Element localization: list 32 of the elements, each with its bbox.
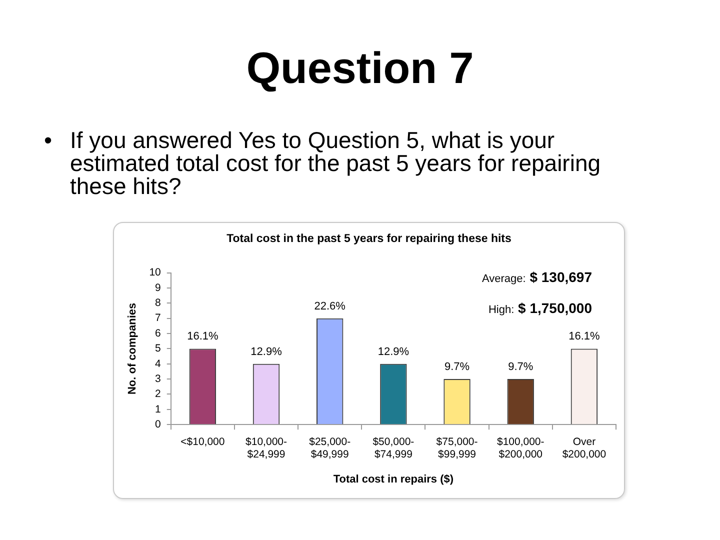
chart-title: Total cost in the past 5 years for repairing these hits — [226, 233, 512, 246]
y-tick-label: 2 — [155, 388, 162, 400]
y-tick-label: 7 — [155, 312, 162, 324]
x-tick-label: $75,000-$99,999 — [436, 436, 478, 460]
x-tick-label: $10,000-$24,999 — [246, 436, 288, 460]
annotation: 12.9% — [378, 346, 410, 358]
annotation: High: $ 1,750,000 — [488, 300, 592, 316]
x-tick-label: Over $200,000 — [562, 436, 606, 460]
y-tick-label: 3 — [155, 372, 162, 385]
annotation: 22.6% — [314, 300, 346, 312]
x-tick-label: $50,000-$74,999 — [372, 436, 415, 460]
y-tick-label: 5 — [155, 342, 162, 355]
y-axis-title: No. of companies — [126, 302, 139, 395]
x-tick-label: <$10,000 — [180, 436, 225, 448]
y-tick-label: 8 — [155, 297, 162, 310]
y-tick-label: 6 — [155, 327, 162, 340]
annotation: 12.9% — [250, 346, 282, 358]
annotation: 16.1% — [568, 330, 600, 343]
annotation: 9.7% — [444, 361, 470, 374]
y-tick-label: 1 — [155, 403, 162, 416]
y-tick-label: 10 — [149, 266, 162, 279]
annotation: 9.7% — [508, 361, 534, 374]
x-axis-title: Total cost in repairs ($) — [333, 473, 454, 486]
annotation: 16.1% — [187, 330, 218, 343]
text: • If you answered Yes to Question 5, what is your estimated total cost for the past 5 years for repairing these hits? — [44, 127, 602, 199]
y-tick-label: 0 — [155, 418, 162, 430]
annotation: Average: $ 130,697 — [482, 268, 592, 285]
text: Question 7 — [245, 44, 475, 94]
y-tick-label: 4 — [155, 358, 162, 370]
x-tick-label: $100,000-$200,000 — [496, 436, 545, 460]
y-tick-label: 9 — [155, 282, 162, 294]
x-tick-label: $25,000-$49,999 — [309, 436, 352, 460]
